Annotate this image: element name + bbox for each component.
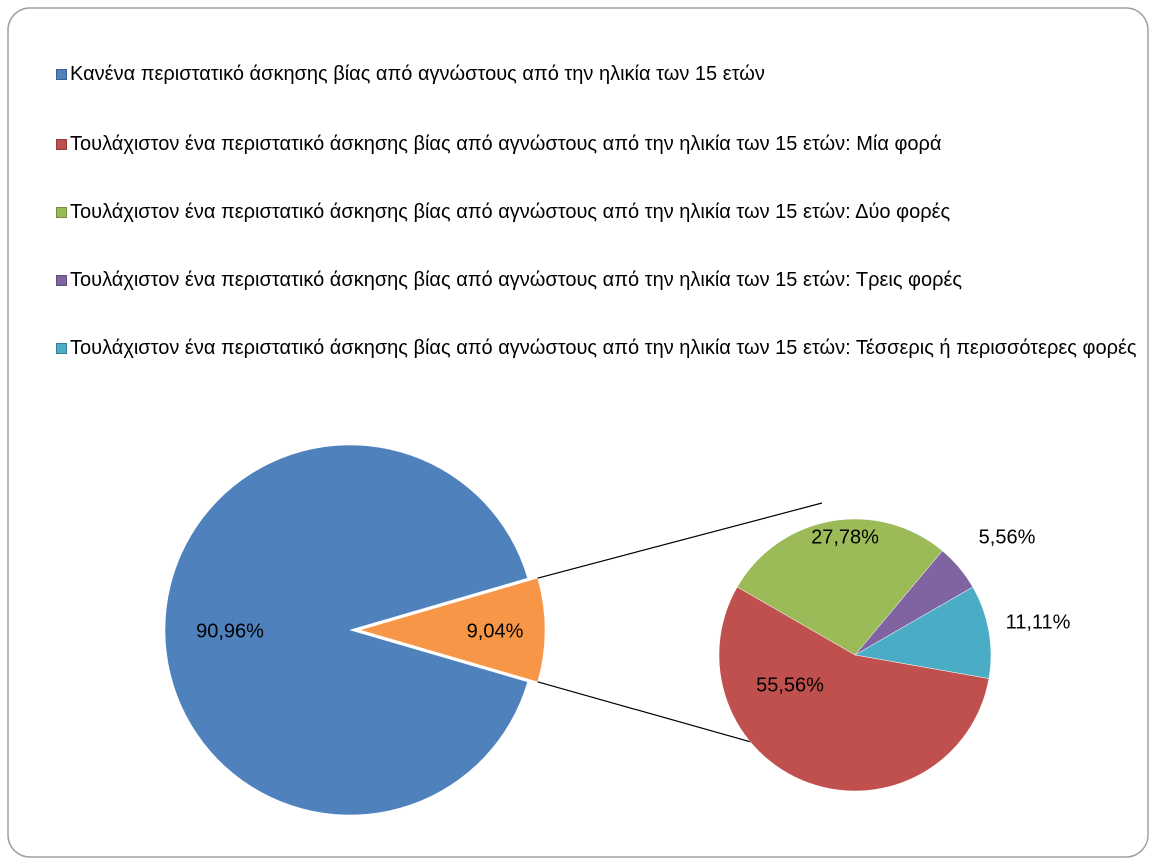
data-label: 11,11% [1006,611,1071,633]
legend-swatch [56,275,67,286]
legend-entry: Τουλάχιστον ένα περιστατικό άσκησης βίας… [56,332,1156,365]
pie-slice [359,577,546,683]
data-label: 9,04% [467,620,524,642]
legend-entry: Τουλάχιστον ένα περιστατικό άσκησης βίας… [56,196,1156,229]
legend-swatch [56,207,67,218]
legend-label: Τουλάχιστον ένα περιστατικό άσκησης βίας… [70,337,1137,359]
legend-swatch [56,343,67,354]
subpie-slice [736,518,943,656]
legend-swatch [56,139,67,150]
subpie-slice [854,586,992,679]
data-label: 5,56% [979,526,1036,548]
data-label: 90,96% [196,620,264,642]
subpie-slice [718,586,990,792]
legend-label: Τουλάχιστον ένα περιστατικό άσκησης βίας… [70,133,942,155]
legend-swatch [56,69,67,80]
legend-entry: Τουλάχιστον ένα περιστατικό άσκησης βίας… [56,128,1156,161]
pie-slice [164,444,528,816]
legend-entry: Κανένα περιστατικό άσκησης βίας από αγνώ… [56,58,1156,91]
connector [537,502,823,579]
legend-label: Κανένα περιστατικό άσκησης βίας από αγνώ… [70,63,765,85]
legend-label: Τουλάχιστον ένα περιστατικό άσκησης βίας… [70,269,963,291]
legend-entry: Τουλάχιστον ένα περιστατικό άσκησης βίας… [56,264,1156,297]
legend-label: Τουλάχιστον ένα περιστατικό άσκησης βίας… [70,201,951,223]
data-label: 27,78% [811,526,879,548]
data-label: 55,56% [756,674,824,696]
